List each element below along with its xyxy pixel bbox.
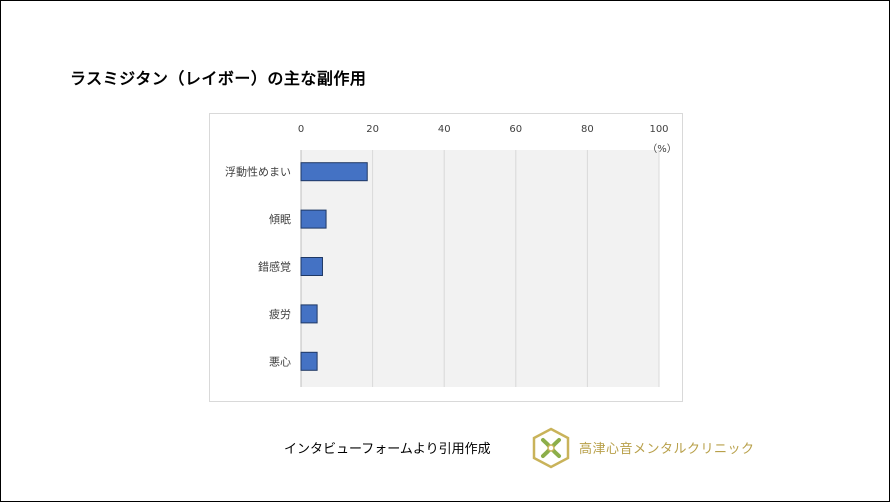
x-tick-label: 60: [509, 124, 522, 135]
bar: [300, 209, 327, 229]
bars: [300, 162, 368, 371]
bar: [300, 304, 318, 324]
x-tick-label: 40: [438, 124, 451, 135]
x-tick-label: 0: [298, 124, 304, 135]
category-label: 傾眠: [269, 212, 291, 226]
x-tick-label: 80: [581, 124, 594, 135]
category-label: 浮動性めまい: [225, 165, 291, 179]
source-note: インタビューフォームより引用作成: [284, 442, 491, 457]
x-tick-label: 20: [366, 124, 379, 135]
bar: [300, 257, 323, 276]
bar: [300, 162, 368, 182]
chart-area: 0 20 40 60 80 100 浮動性めまい傾眠錯感覚疲労悪心 （%）: [209, 113, 683, 402]
plot-background: [301, 150, 659, 387]
clinic-name: 高津心音メンタルクリニック: [579, 442, 755, 457]
x-tick-label: 100: [649, 124, 668, 135]
slide-title: ラスミジタン（レイボー）の主な副作用: [70, 69, 367, 88]
bar: [300, 351, 318, 371]
category-label: 錯感覚: [258, 260, 291, 274]
unit-label: （%）: [647, 143, 677, 155]
x-tick-labels: 0 20 40 60 80 100: [298, 124, 669, 135]
category-label: 疲労: [269, 307, 291, 321]
clinic-logo-icon: [532, 427, 570, 469]
category-label: 悪心: [269, 355, 291, 368]
